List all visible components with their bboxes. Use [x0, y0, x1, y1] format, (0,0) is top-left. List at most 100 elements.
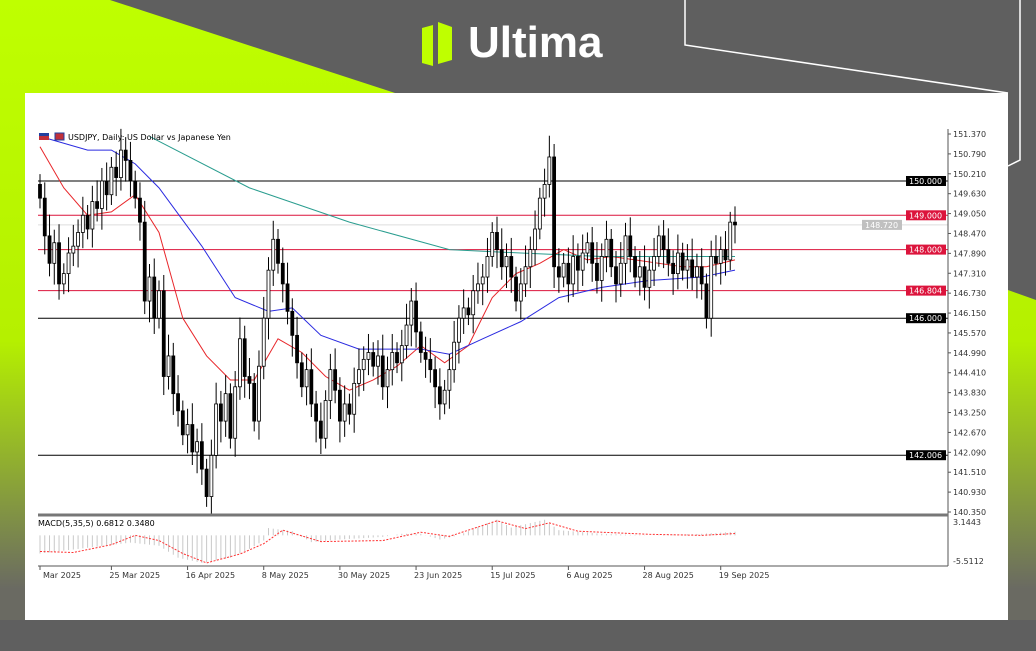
candle-bullish: [109, 166, 114, 196]
candle-bearish: [276, 238, 280, 264]
candle-bearish: [152, 276, 157, 319]
candle-bullish: [266, 269, 271, 319]
symbol-flag-icon: [39, 133, 49, 140]
macd-tick-label: 3.1443: [953, 518, 981, 527]
candle-bearish: [666, 249, 671, 264]
x-tick-label: 25 Mar 2025: [109, 571, 160, 580]
candle-bearish: [290, 310, 295, 336]
y-tick-label: 140.930: [953, 488, 986, 497]
candle-bullish: [352, 382, 357, 415]
x-tick-label: 15 Jul 2025: [490, 571, 535, 580]
candle-bearish: [395, 352, 399, 364]
x-tick-label: 19 Sep 2025: [719, 571, 770, 580]
candle-bearish: [433, 369, 438, 388]
candle-bearish: [380, 355, 385, 388]
symbol-flag-icon-stripe: [39, 133, 49, 136]
candle-bullish: [476, 283, 480, 292]
candle-bullish: [442, 389, 447, 405]
candle-bullish: [652, 256, 656, 271]
y-tick-label: 140.350: [953, 508, 986, 517]
candle-bearish: [176, 393, 180, 412]
candle-bearish: [595, 262, 599, 281]
candle-bullish: [409, 300, 414, 326]
candle-bearish: [552, 156, 557, 268]
price-level-label: 148.000: [909, 246, 942, 255]
candle-bullish: [604, 238, 609, 257]
candle-bullish: [452, 341, 457, 371]
candle-bullish: [390, 352, 395, 371]
candle-bearish: [428, 358, 433, 371]
price-level-label: 142.006: [909, 451, 942, 460]
candle-bearish: [690, 259, 695, 278]
candle-bearish: [609, 238, 614, 268]
candle-bearish: [228, 393, 233, 439]
price-level-label: 150.000: [909, 177, 942, 186]
candle-bullish: [385, 369, 390, 388]
price-level-badge: [862, 219, 902, 230]
candle-bullish: [728, 221, 733, 261]
candle-bearish: [509, 256, 514, 278]
candle-bullish: [166, 355, 171, 377]
candle-bullish: [366, 352, 371, 360]
candle-bearish: [614, 266, 618, 285]
candle-bearish: [123, 149, 128, 161]
candle-bullish: [461, 307, 466, 319]
candle-bearish: [414, 300, 418, 333]
candle-bearish: [628, 235, 633, 257]
price-level-label: 148.720: [865, 221, 898, 230]
candle-bearish: [133, 180, 138, 199]
candle-bearish: [285, 283, 290, 312]
price-level-badge: [906, 210, 946, 221]
candle-bearish: [280, 262, 285, 285]
price-level-badge: [906, 244, 946, 255]
candle-bullish: [361, 358, 366, 371]
candle-bearish: [252, 382, 257, 422]
price-level-badge: [906, 450, 946, 461]
x-tick-label: 23 Jun 2025: [414, 571, 462, 580]
y-tick-label: 141.510: [953, 468, 986, 477]
candle-bearish: [590, 242, 595, 264]
outline-decoration: [1007, 0, 1021, 167]
brand-name: Ultima: [468, 18, 603, 67]
candle-bearish: [190, 424, 195, 453]
price-level-badge: [906, 285, 946, 296]
candle-bullish: [528, 249, 533, 268]
candle-bearish: [661, 235, 666, 250]
candle-bearish: [85, 214, 90, 230]
y-tick-label: 144.990: [953, 349, 986, 358]
candle-bullish: [342, 403, 347, 422]
candle-bullish: [233, 386, 238, 439]
price-level-badge: [906, 175, 946, 186]
candle-bearish: [138, 197, 142, 223]
candle-bearish: [333, 369, 338, 391]
candle-bullish: [490, 232, 495, 257]
candle-bullish: [90, 201, 95, 230]
x-tick-label: 16 Apr 2025: [186, 571, 235, 580]
candle-bearish: [437, 386, 442, 405]
candle-bullish: [537, 197, 542, 230]
y-tick-label: 146.150: [953, 309, 986, 318]
candle-bullish: [71, 245, 76, 254]
candle-bullish: [571, 256, 576, 285]
candle-bearish: [318, 420, 323, 439]
candle-bearish: [242, 338, 247, 377]
macd-label: MACD(5,35,5) 0.6812 0.3480: [38, 519, 155, 528]
candle-bullish: [695, 266, 699, 278]
candle-bearish: [633, 256, 637, 278]
y-tick-label: 149.630: [953, 190, 986, 199]
candle-bullish: [504, 256, 509, 268]
candle-bearish: [95, 201, 100, 209]
x-tick-label: 8 May 2025: [262, 571, 309, 580]
chart-title: USDJPY, Daily: US Dollar vs Japanese Yen: [68, 133, 231, 142]
y-tick-label: 147.890: [953, 249, 986, 258]
candle-bearish: [218, 403, 223, 422]
price-chart[interactable]: MACD(5,35,5) 0.6812 0.3480 151.370 150.79…: [25, 93, 1008, 620]
macd-signal-line: [39, 520, 736, 564]
candle-bullish: [585, 242, 590, 254]
candle-bearish: [142, 221, 147, 302]
candle-bullish: [599, 256, 604, 281]
moving-average-line: [39, 146, 736, 391]
chart-header: USDJPY, Daily: US Dollar vs Japanese Yen: [39, 132, 231, 142]
candle-bearish: [371, 352, 376, 367]
brand-logo: Ultima: [420, 18, 602, 68]
